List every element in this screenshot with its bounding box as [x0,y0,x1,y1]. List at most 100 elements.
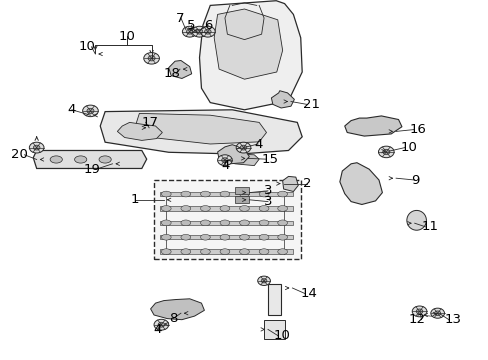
Circle shape [236,142,250,153]
Circle shape [261,279,266,283]
Circle shape [200,26,215,37]
Polygon shape [100,110,302,154]
Ellipse shape [181,249,190,255]
Ellipse shape [181,220,190,226]
Ellipse shape [220,191,229,197]
Polygon shape [264,320,284,339]
Text: 18: 18 [163,67,180,80]
Ellipse shape [259,234,268,240]
Circle shape [257,276,270,285]
Text: 9: 9 [410,174,418,186]
Polygon shape [117,122,162,140]
Circle shape [434,311,440,315]
Circle shape [158,322,164,327]
Text: 4: 4 [67,103,76,116]
Text: 2: 2 [303,177,311,190]
Polygon shape [168,60,191,78]
Text: 7: 7 [176,12,184,24]
Ellipse shape [239,220,249,226]
Ellipse shape [277,249,287,255]
Ellipse shape [50,156,62,163]
Text: 15: 15 [261,153,278,166]
Circle shape [82,105,98,117]
Circle shape [204,29,211,34]
Text: 10: 10 [78,40,95,53]
Ellipse shape [239,206,249,211]
Polygon shape [136,113,266,144]
Ellipse shape [200,206,210,211]
Ellipse shape [239,249,249,255]
Text: 21: 21 [303,98,320,111]
Text: 8: 8 [168,312,177,325]
Text: 11: 11 [421,220,438,233]
Ellipse shape [200,249,210,255]
Circle shape [143,53,159,64]
Circle shape [378,146,393,158]
Polygon shape [217,145,249,164]
Text: 5: 5 [187,19,195,32]
Ellipse shape [161,206,171,211]
Polygon shape [214,9,282,79]
Circle shape [415,309,422,314]
Text: 13: 13 [444,313,461,326]
Circle shape [221,158,228,163]
Ellipse shape [99,156,111,163]
Circle shape [186,29,193,34]
Ellipse shape [220,220,229,226]
Circle shape [240,145,246,150]
Polygon shape [160,249,293,254]
Ellipse shape [200,191,210,197]
Polygon shape [232,154,259,166]
Polygon shape [160,206,293,211]
Text: 3: 3 [264,195,272,208]
Text: 10: 10 [273,329,290,342]
Ellipse shape [277,234,287,240]
Polygon shape [160,221,293,225]
Ellipse shape [239,191,249,197]
Circle shape [154,319,168,330]
Ellipse shape [259,220,268,226]
Polygon shape [160,235,293,239]
Text: 1: 1 [131,193,139,206]
Polygon shape [160,192,293,196]
Text: 12: 12 [407,313,425,326]
Polygon shape [282,176,298,192]
Circle shape [411,306,426,317]
Ellipse shape [277,220,287,226]
Text: 14: 14 [300,287,317,300]
Polygon shape [150,299,204,320]
Ellipse shape [161,249,171,255]
Ellipse shape [406,210,426,230]
Text: 3: 3 [264,184,272,197]
Circle shape [192,26,206,37]
Text: 10: 10 [119,30,135,42]
Ellipse shape [277,191,287,197]
Ellipse shape [181,206,190,211]
Polygon shape [234,196,249,203]
Ellipse shape [161,191,171,197]
Circle shape [217,155,232,166]
Ellipse shape [259,206,268,211]
Circle shape [148,56,155,61]
Polygon shape [344,116,401,136]
Text: 17: 17 [142,116,159,129]
Polygon shape [267,284,281,315]
Ellipse shape [181,191,190,197]
Ellipse shape [220,234,229,240]
Text: 19: 19 [83,163,100,176]
Ellipse shape [220,249,229,255]
Ellipse shape [239,234,249,240]
Ellipse shape [220,206,229,211]
Circle shape [87,108,94,113]
Ellipse shape [161,234,171,240]
Ellipse shape [74,156,87,163]
Circle shape [382,149,389,154]
Text: 4: 4 [254,138,262,150]
Polygon shape [199,1,302,110]
FancyBboxPatch shape [154,180,300,259]
Polygon shape [271,91,294,108]
Ellipse shape [277,206,287,211]
Ellipse shape [259,191,268,197]
Text: 4: 4 [221,159,229,172]
Text: 16: 16 [409,123,426,136]
